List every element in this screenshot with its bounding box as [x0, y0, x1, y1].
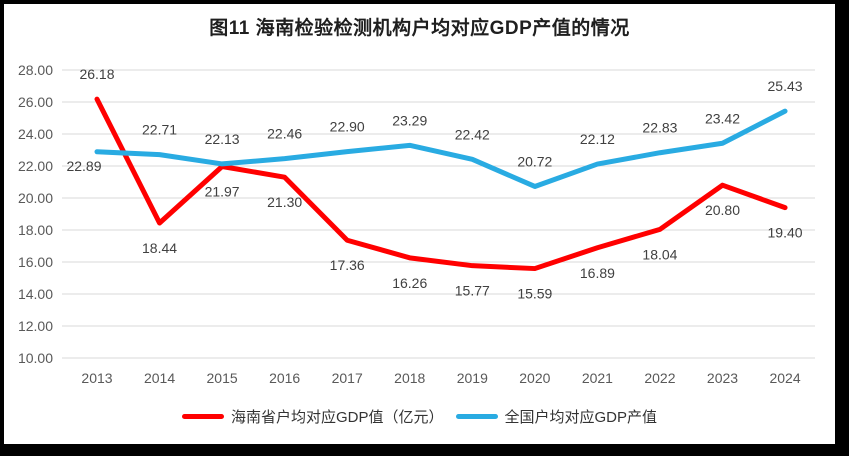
- data-label-series-0: 16.26: [392, 275, 427, 291]
- y-tick-label: 12.00: [18, 318, 53, 334]
- y-tick-label: 26.00: [18, 94, 53, 110]
- y-tick-label: 18.00: [18, 222, 53, 238]
- y-tick-label: 24.00: [18, 126, 53, 142]
- legend-label-0: 海南省户均对应GDP值（亿元）: [230, 408, 444, 426]
- data-label-series-1: 25.43: [768, 78, 803, 94]
- x-tick-label: 2020: [519, 370, 550, 386]
- x-tick-label: 2015: [207, 370, 238, 386]
- series-line-1: [94, 108, 788, 189]
- data-label-series-0: 26.18: [79, 66, 114, 82]
- legend-item-0: 海南省户均对应GDP值（亿元）: [181, 406, 444, 427]
- data-label-series-1: 22.71: [142, 122, 177, 138]
- chart-canvas: 图11 海南检验检测机构户均对应GDP产值的情况 28.00 26.00 24.00…: [4, 4, 835, 444]
- data-label-series-0: 21.97: [205, 183, 240, 199]
- data-label-series-1: 22.12: [580, 131, 615, 147]
- data-label-series-0: 17.36: [330, 257, 365, 273]
- data-label-series-1: 23.29: [392, 112, 427, 128]
- chart-legend: 海南省户均对应GDP值（亿元） 全国户均对应GDP产值: [4, 402, 835, 430]
- data-label-series-0: 20.80: [705, 202, 740, 218]
- line-chart-plot: 28.00 26.00 24.00 22.00 20.00 18.00 16.00 14.00…: [18, 62, 815, 386]
- data-label-series-1: 22.89: [66, 158, 101, 174]
- data-label-series-1: 20.72: [517, 153, 552, 169]
- x-tick-label: 2023: [707, 370, 738, 386]
- data-label-series-0: 16.89: [580, 265, 615, 281]
- chart-title: 图11 海南检验检测机构户均对应GDP产值的情况: [209, 18, 630, 39]
- data-label-series-0: 15.59: [517, 286, 552, 302]
- y-tick-label: 10.00: [18, 350, 53, 366]
- data-label-series-0: 18.04: [642, 246, 677, 262]
- y-tick-label: 22.00: [18, 158, 53, 174]
- data-label-series-1: 22.46: [267, 126, 302, 142]
- data-label-series-1: 22.90: [330, 119, 365, 135]
- y-tick-label: 28.00: [18, 62, 53, 78]
- y-tick-label: 20.00: [18, 190, 53, 206]
- x-tick-label: 2024: [769, 370, 800, 386]
- data-label-series-1: 22.13: [205, 131, 240, 147]
- x-tick-label: 2022: [644, 370, 675, 386]
- data-label-series-1: 22.83: [642, 120, 677, 136]
- data-label-series-1: 23.42: [705, 110, 740, 126]
- x-tick-label: 2018: [394, 370, 425, 386]
- data-label-series-0: 18.44: [142, 240, 177, 256]
- legend-label-1: 全国户均对应GDP产值: [504, 408, 658, 426]
- x-tick-label: 2019: [457, 370, 488, 386]
- y-tick-label: 16.00: [18, 254, 53, 270]
- x-tick-label: 2013: [81, 370, 112, 386]
- legend-item-1: 全国户均对应GDP产值: [455, 406, 658, 427]
- x-tick-label: 2021: [582, 370, 613, 386]
- data-label-series-0: 15.77: [455, 283, 490, 299]
- legend-swatch-1: [455, 413, 498, 419]
- legend-swatch-0: [181, 413, 224, 419]
- data-label-series-0: 21.30: [267, 194, 302, 210]
- data-label-series-0: 19.40: [768, 225, 803, 241]
- x-tick-label: 2016: [269, 370, 300, 386]
- series-line-0: [94, 96, 788, 272]
- data-label-series-1: 22.42: [455, 126, 490, 142]
- x-tick-label: 2017: [332, 370, 363, 386]
- x-tick-label: 2014: [144, 370, 175, 386]
- y-tick-label: 14.00: [18, 286, 53, 302]
